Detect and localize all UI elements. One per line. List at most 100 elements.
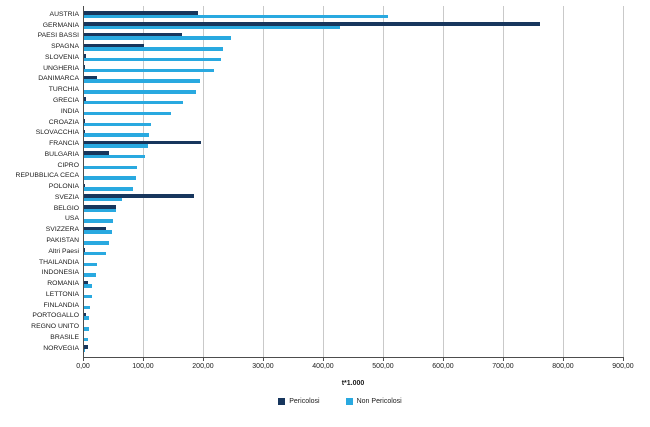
gridline (563, 6, 564, 357)
bar-pericolosi (84, 183, 86, 188)
bar-pericolosi (84, 226, 106, 231)
bar-non-pericolosi (84, 251, 106, 256)
bar-pericolosi (84, 248, 85, 252)
x-axis-tick (143, 357, 144, 361)
bar-non-pericolosi (84, 219, 114, 223)
bar-pericolosi (84, 32, 182, 37)
bar-non-pericolosi (84, 262, 97, 267)
y-axis-label: SLOVENIA (45, 53, 79, 61)
x-axis-tick-label: 600,00 (432, 363, 454, 370)
y-axis-label: BELGIO (53, 204, 79, 212)
bar-non-pericolosi (84, 154, 145, 159)
y-axis-label: GRECIA (52, 96, 79, 104)
bar-pericolosi (84, 140, 201, 145)
y-axis-label: CIPRO (57, 161, 79, 169)
bar-non-pericolosi (84, 305, 90, 310)
y-axis-label: LETTONIA (45, 290, 79, 298)
bar-non-pericolosi (84, 294, 92, 299)
bar-non-pericolosi (84, 100, 183, 105)
y-axis-label: NORVEGIA (43, 344, 79, 352)
x-axis-title: t*1.000 (341, 380, 365, 387)
bar-pericolosi (84, 54, 87, 58)
y-axis-label: BRASILE (50, 333, 79, 341)
y-axis-label: BULGARIA (44, 150, 79, 158)
gridline (203, 6, 204, 357)
bar-pericolosi (84, 345, 88, 349)
y-axis-label: INDIA (60, 107, 79, 115)
x-axis-tick (83, 357, 84, 361)
y-axis-label: POLONIA (48, 183, 79, 191)
bar-non-pericolosi (84, 144, 149, 148)
gridline (263, 6, 264, 357)
x-axis-tick-label: 900,00 (612, 363, 634, 370)
y-axis-label: CROAZIA (48, 118, 79, 126)
gridline (503, 6, 504, 357)
x-axis-tick (623, 357, 624, 361)
bar-pericolosi (84, 312, 86, 317)
legend: Pericolosi Non Pericolosi (0, 398, 650, 405)
x-axis-tick-label: 0,00 (76, 363, 90, 370)
x-axis-tick-label: 800,00 (552, 363, 574, 370)
bar-pericolosi (84, 43, 144, 48)
x-axis-tick (203, 357, 204, 361)
bar-pericolosi (84, 205, 116, 209)
bar-non-pericolosi (84, 176, 136, 180)
y-axis-label: SLOVACCHIA (35, 129, 79, 137)
y-axis-label: INDONESIA (41, 269, 79, 277)
y-axis-label: REPUBBLICA CECA (15, 172, 79, 180)
x-axis-tick (263, 357, 264, 361)
bar-non-pericolosi (84, 337, 89, 342)
y-axis-label: AUSTRIA (49, 10, 79, 18)
x-axis-tick-label: 100,00 (132, 363, 154, 370)
y-axis-label: PAESI BASSI (37, 32, 79, 40)
bar-non-pericolosi (84, 316, 90, 320)
bar-pericolosi (84, 129, 86, 134)
x-axis-tick (323, 357, 324, 361)
bar-non-pericolosi (84, 68, 215, 73)
y-axis-label: REGNO UNITO (31, 323, 79, 331)
x-axis-tick-label: 200,00 (192, 363, 214, 370)
bar-pericolosi (84, 11, 198, 15)
bar-pericolosi (84, 151, 110, 155)
bar-non-pericolosi (84, 14, 389, 19)
y-axis-label: Altri Paesi (48, 247, 79, 255)
bar-non-pericolosi (84, 111, 171, 116)
legend-item-pericolosi: Pericolosi (278, 398, 320, 405)
y-axis-label: FINLANDIA (43, 301, 79, 309)
legend-label-pericolosi: Pericolosi (289, 398, 320, 405)
y-axis-label: SVIZZERA (45, 226, 79, 234)
x-axis-tick (383, 357, 384, 361)
y-axis-label: USA (65, 215, 79, 223)
bar-non-pericolosi (84, 25, 341, 30)
bar-pericolosi (84, 65, 86, 69)
y-axis-label: GERMANIA (42, 21, 79, 29)
x-axis-tick-label: 400,00 (312, 363, 334, 370)
legend-item-non-pericolosi: Non Pericolosi (345, 398, 402, 405)
bar-non-pericolosi (84, 273, 96, 277)
y-axis-label: SPAGNA (51, 43, 79, 51)
bar-non-pericolosi (84, 208, 116, 213)
legend-swatch-pericolosi (278, 398, 286, 405)
gridline (443, 6, 444, 357)
bar-non-pericolosi (84, 79, 201, 83)
bar-non-pericolosi (84, 230, 112, 234)
bar-pericolosi (84, 75, 98, 80)
bar-non-pericolosi (84, 327, 89, 331)
y-axis-label: SVEZIA (54, 193, 79, 201)
bar-non-pericolosi (84, 122, 151, 127)
x-axis-tick-label: 700,00 (492, 363, 514, 370)
y-axis-label: UNGHERIA (43, 64, 79, 72)
legend-swatch-non-pericolosi (345, 398, 353, 405)
y-axis-label: TURCHIA (48, 86, 79, 94)
bar-non-pericolosi (84, 187, 134, 191)
bar-non-pericolosi (84, 284, 93, 288)
bar-non-pericolosi (84, 133, 150, 137)
y-axis-line (83, 6, 84, 357)
bar-pericolosi (84, 194, 195, 198)
bar-non-pericolosi (84, 241, 109, 245)
x-axis-tick-label: 300,00 (252, 363, 274, 370)
gridline (623, 6, 624, 357)
y-axis-label: DANIMARCA (38, 75, 79, 83)
x-axis-tick-label: 500,00 (372, 363, 394, 370)
y-axis-label: ROMANIA (47, 280, 79, 288)
